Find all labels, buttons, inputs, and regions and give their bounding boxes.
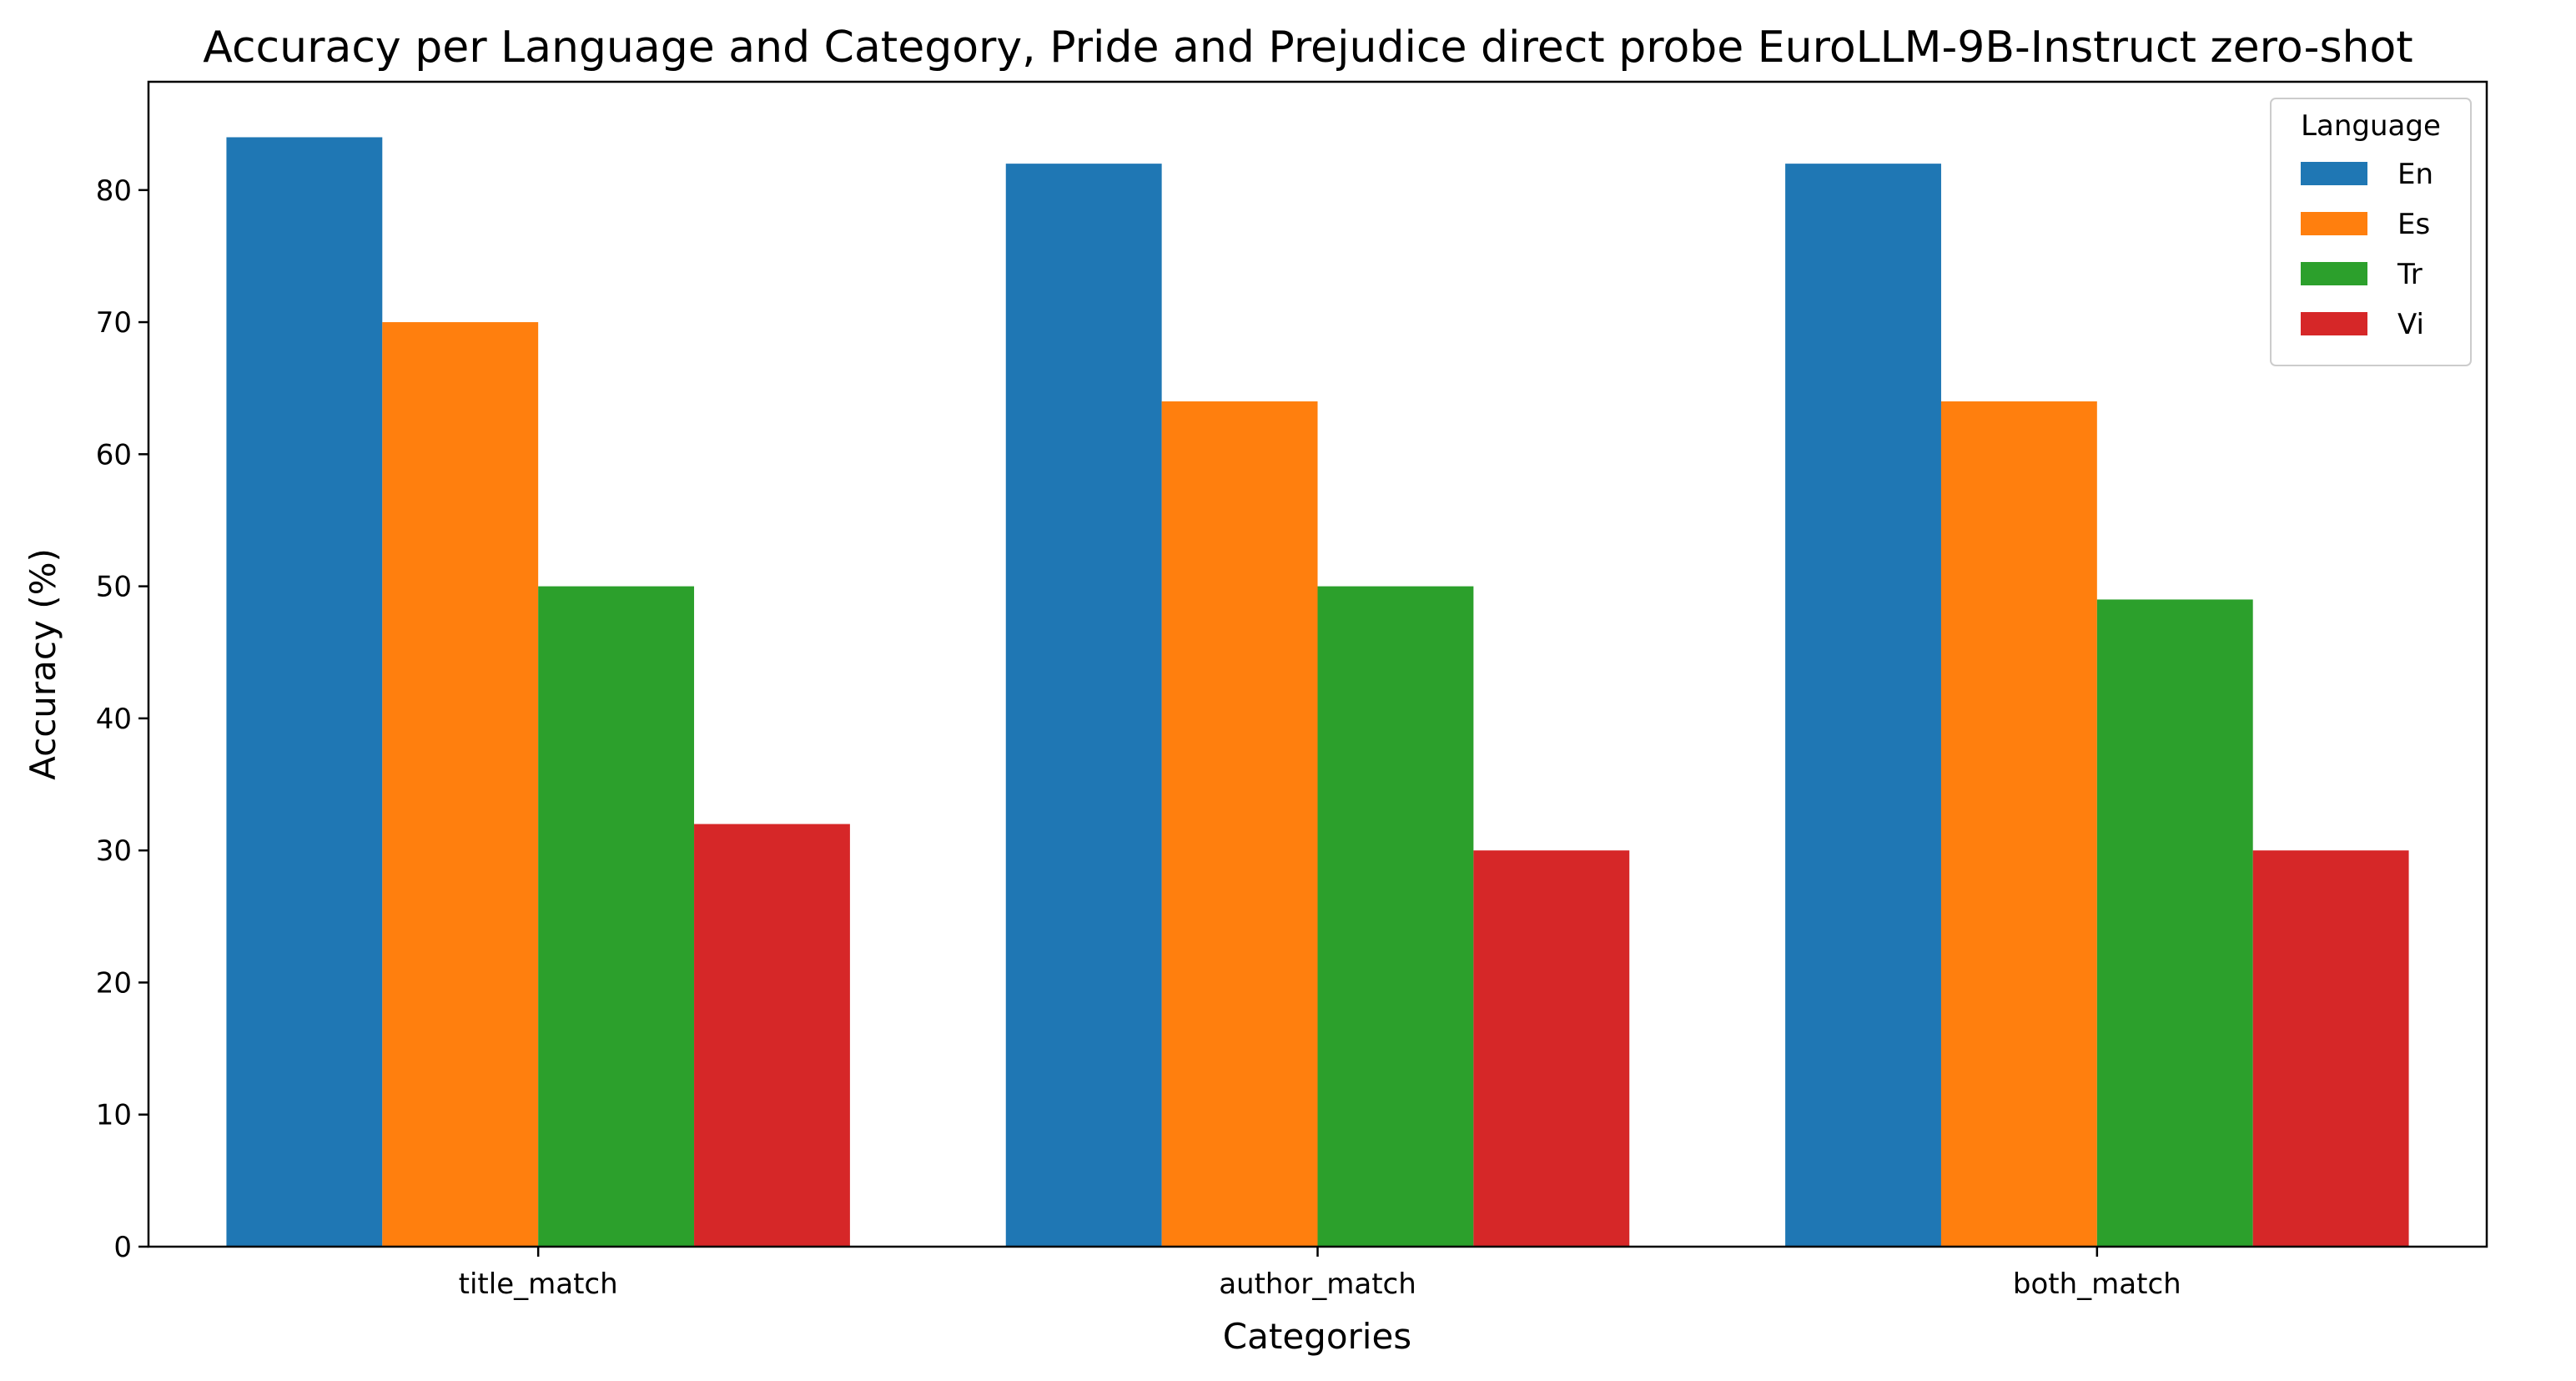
legend-swatch-en [2301,162,2367,185]
x-tick-label: both_match [2013,1268,2181,1301]
bar-en-title_match [226,137,383,1247]
y-tick-label: 80 [96,174,132,208]
bar-es-both_match [1940,401,2097,1247]
y-tick-label: 60 [96,438,132,471]
y-axis-label: Accuracy (%) [23,548,63,780]
bar-tr-title_match [538,586,695,1247]
y-tick-label: 40 [96,703,132,736]
bar-vi-title_match [694,824,850,1247]
bar-vi-author_match [1473,850,1630,1247]
y-tick-label: 0 [113,1231,132,1264]
x-tick-label: title_match [459,1268,618,1301]
legend-swatch-es [2301,212,2367,235]
legend-swatch-vi [2301,312,2367,335]
bar-tr-author_match [1317,586,1474,1247]
x-tick-label: author_match [1219,1268,1416,1301]
bar-es-author_match [1161,401,1318,1247]
y-tick-label: 70 [96,306,132,340]
legend-label-en: En [2397,158,2433,191]
chart-title: Accuracy per Language and Category, Prid… [203,23,2412,73]
bar-es-title_match [382,322,539,1247]
legend: Language En Es Tr Vi [2270,98,2472,366]
y-tick-label: 20 [96,966,132,1000]
x-axis: title_match author_match both_match [459,1247,2181,1301]
y-axis: 0 10 20 30 40 50 60 70 80 [96,174,148,1264]
bars-group [226,137,2409,1247]
legend-label-es: Es [2397,208,2430,241]
bar-vi-both_match [2252,850,2409,1247]
x-axis-label: Categories [1223,1316,1411,1357]
bar-tr-both_match [2096,599,2253,1247]
legend-label-vi: Vi [2397,308,2424,341]
bar-en-both_match [1785,164,1941,1247]
legend-title: Language [2301,109,2441,143]
y-tick-label: 30 [96,834,132,868]
y-tick-label: 50 [96,571,132,604]
legend-swatch-tr [2301,262,2367,285]
legend-label-tr: Tr [2397,258,2423,291]
y-tick-label: 10 [96,1099,132,1132]
bar-en-author_match [1005,164,1162,1247]
plot-frame [147,80,2488,1248]
